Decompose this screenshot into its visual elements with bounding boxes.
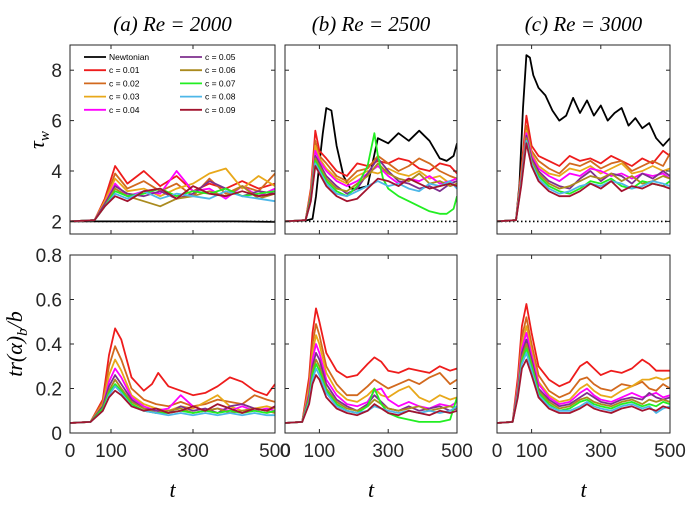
series-line-c-0-09 xyxy=(285,374,457,424)
series-line-c-0-03 xyxy=(285,334,457,424)
legend-label: Newtonian xyxy=(109,52,149,62)
series-line-c-0-02 xyxy=(497,316,670,424)
y-tick-label: 4 xyxy=(51,162,62,183)
series-line-c-0-09 xyxy=(497,358,670,424)
x-tick-label: 300 xyxy=(177,441,209,462)
series-line-c-0-02 xyxy=(285,323,457,424)
legend-label: c = 0.01 xyxy=(109,65,140,75)
panel-r2-c3: 0 100 300 500 t xyxy=(492,254,686,502)
panel-frame xyxy=(69,44,276,235)
series-group xyxy=(285,107,457,223)
series-group xyxy=(497,54,670,223)
panel-background xyxy=(497,45,670,234)
legend-label: c = 0.09 xyxy=(205,105,236,115)
x-tick-label: 300 xyxy=(585,441,617,462)
x-tick-label: 0 xyxy=(65,441,76,462)
x-tick-label: 500 xyxy=(441,441,473,462)
series-line-c-0-05 xyxy=(285,155,457,223)
series-line-newtonian xyxy=(70,220,275,223)
series-line-c-0-08 xyxy=(70,385,275,424)
legend-label: c = 0.02 xyxy=(109,78,140,88)
x-tick-label: 100 xyxy=(95,441,127,462)
x-tick-label: 500 xyxy=(259,441,291,462)
series-line-c-0-09 xyxy=(70,185,275,223)
panel-r1-c2: (b) Re = 2500 xyxy=(284,12,458,235)
panel-r1-c3: (c) Re = 3000 xyxy=(496,12,671,235)
series-line-c-0-03 xyxy=(285,144,457,223)
series-line-c-0-04 xyxy=(285,343,457,424)
legend-label: c = 0.06 xyxy=(205,65,236,75)
series-line-c-0-02 xyxy=(285,139,457,223)
x-axis-label: t xyxy=(169,477,176,502)
legend-label: c = 0.05 xyxy=(205,52,236,62)
series-line-c-0-09 xyxy=(285,165,457,223)
y-axis-label-tau: τw xyxy=(24,131,53,149)
panel-frame xyxy=(496,44,671,235)
panel-frame xyxy=(284,44,458,235)
legend-label: c = 0.03 xyxy=(109,92,140,102)
panel-background xyxy=(285,45,457,234)
series-line-c-0-05 xyxy=(497,134,670,223)
series-group xyxy=(497,303,670,424)
series-line-c-0-09 xyxy=(497,142,670,223)
y-tick-label: 0.6 xyxy=(36,291,62,312)
series-line-c-0-01 xyxy=(497,303,670,424)
y-tick-label: 0.2 xyxy=(36,380,62,401)
legend-label: c = 0.08 xyxy=(205,92,236,102)
series-line-c-0-01 xyxy=(285,307,457,424)
series-group xyxy=(70,165,275,223)
series-group xyxy=(285,307,457,424)
series-line-c-0-08 xyxy=(497,139,670,223)
panel-title: (a) Re = 2000 xyxy=(113,12,232,36)
series-line-c-0-03 xyxy=(497,129,670,223)
series-line-c-0-02 xyxy=(497,124,670,223)
series-line-c-0-07 xyxy=(285,363,457,424)
y-tick-label: 2 xyxy=(51,212,62,233)
x-axis-label: t xyxy=(580,477,587,502)
y-tick-label: 0.8 xyxy=(36,246,62,267)
series-line-c-0-06 xyxy=(70,378,275,424)
x-tick-label: 0 xyxy=(280,441,291,462)
series-line-c-0-01 xyxy=(70,327,275,424)
legend-label: c = 0.07 xyxy=(205,78,236,88)
y-tick-label: 6 xyxy=(51,112,62,133)
series-line-c-0-07 xyxy=(285,132,457,223)
x-tick-label: 0 xyxy=(492,441,503,462)
y-tick-label: 0 xyxy=(51,424,62,445)
x-tick-label: 100 xyxy=(516,441,548,462)
series-line-c-0-08 xyxy=(497,352,670,424)
series-line-c-0-05 xyxy=(497,338,670,424)
series-line-c-0-09 xyxy=(70,389,275,424)
panel-title: (c) Re = 3000 xyxy=(525,12,643,36)
x-axis-label: t xyxy=(368,477,375,502)
panel-frame xyxy=(496,254,671,434)
series-line-c-0-07 xyxy=(497,347,670,424)
series-line-newtonian xyxy=(497,54,670,223)
series-line-c-0-08 xyxy=(285,162,457,223)
series-line-c-0-04 xyxy=(70,367,275,424)
panel-frame xyxy=(69,254,276,434)
x-tick-label: 100 xyxy=(304,441,336,462)
panel-r1-c1: 2 4 6 8 (a) Re = 2000 xyxy=(51,12,276,235)
series-group xyxy=(70,327,275,424)
panel-r2-c2: 0 100 300 500 t xyxy=(280,254,473,502)
legend: Newtonian c = 0.01 c = 0.02 c = 0.03 c = 0.0… xyxy=(84,52,236,115)
y-tick-label: 0.4 xyxy=(36,335,63,356)
panel-title: (b) Re = 2500 xyxy=(312,12,431,36)
panel-r2-c1: 0 0.2 0.4 0.6 0.8 0 100 300 500 t xyxy=(36,246,291,502)
series-line-c-0-01 xyxy=(497,114,670,223)
y-axis-label-tr: tr(α)b/b xyxy=(2,311,31,377)
y-tick-label: 8 xyxy=(51,61,62,82)
series-line-c-0-06 xyxy=(497,137,670,223)
legend-label: c = 0.04 xyxy=(109,105,140,115)
panel-frame xyxy=(284,254,458,434)
x-tick-label: 500 xyxy=(654,441,686,462)
series-line-c-0-06 xyxy=(497,343,670,424)
series-line-c-0-03 xyxy=(497,325,670,424)
x-tick-label: 300 xyxy=(372,441,404,462)
